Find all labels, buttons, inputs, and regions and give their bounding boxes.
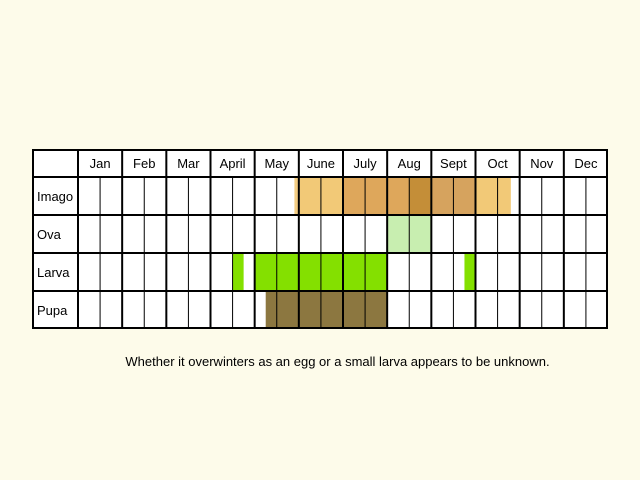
month-label-sept: Sept <box>440 156 467 171</box>
month-label-oct: Oct <box>487 156 508 171</box>
stage-label-ova: Ova <box>37 227 62 242</box>
stage-bar-pupa-0 <box>265 291 388 329</box>
stage-bar-larva-2 <box>464 253 476 291</box>
month-label-may: May <box>264 156 289 171</box>
month-label-nov: Nov <box>530 156 554 171</box>
lifecycle-grid: Jan Feb Mar April May June July Aug Sept Oct Nov De… <box>32 149 608 329</box>
month-label-dec: Dec <box>574 156 598 171</box>
stage-bar-larva-0 <box>232 253 244 291</box>
month-label-feb: Feb <box>133 156 155 171</box>
stage-bar-imago-2 <box>343 177 410 215</box>
month-label-mar: Mar <box>177 156 200 171</box>
stage-bar-imago-0 <box>294 177 299 215</box>
month-label-july: July <box>354 156 378 171</box>
stage-label-larva: Larva <box>37 265 70 280</box>
stage-label-imago: Imago <box>37 189 73 204</box>
month-label-june: June <box>307 156 335 171</box>
footnote: Whether it overwinters as an egg or a sm… <box>125 354 550 369</box>
stage-bar-imago-5 <box>475 177 511 215</box>
table-border <box>32 149 608 329</box>
stage-bar-imago-3 <box>409 177 432 215</box>
month-label-jan: Jan <box>90 156 111 171</box>
month-label-aug: Aug <box>398 156 421 171</box>
month-label-april: April <box>220 156 246 171</box>
stage-label-pupa: Pupa <box>37 303 68 318</box>
